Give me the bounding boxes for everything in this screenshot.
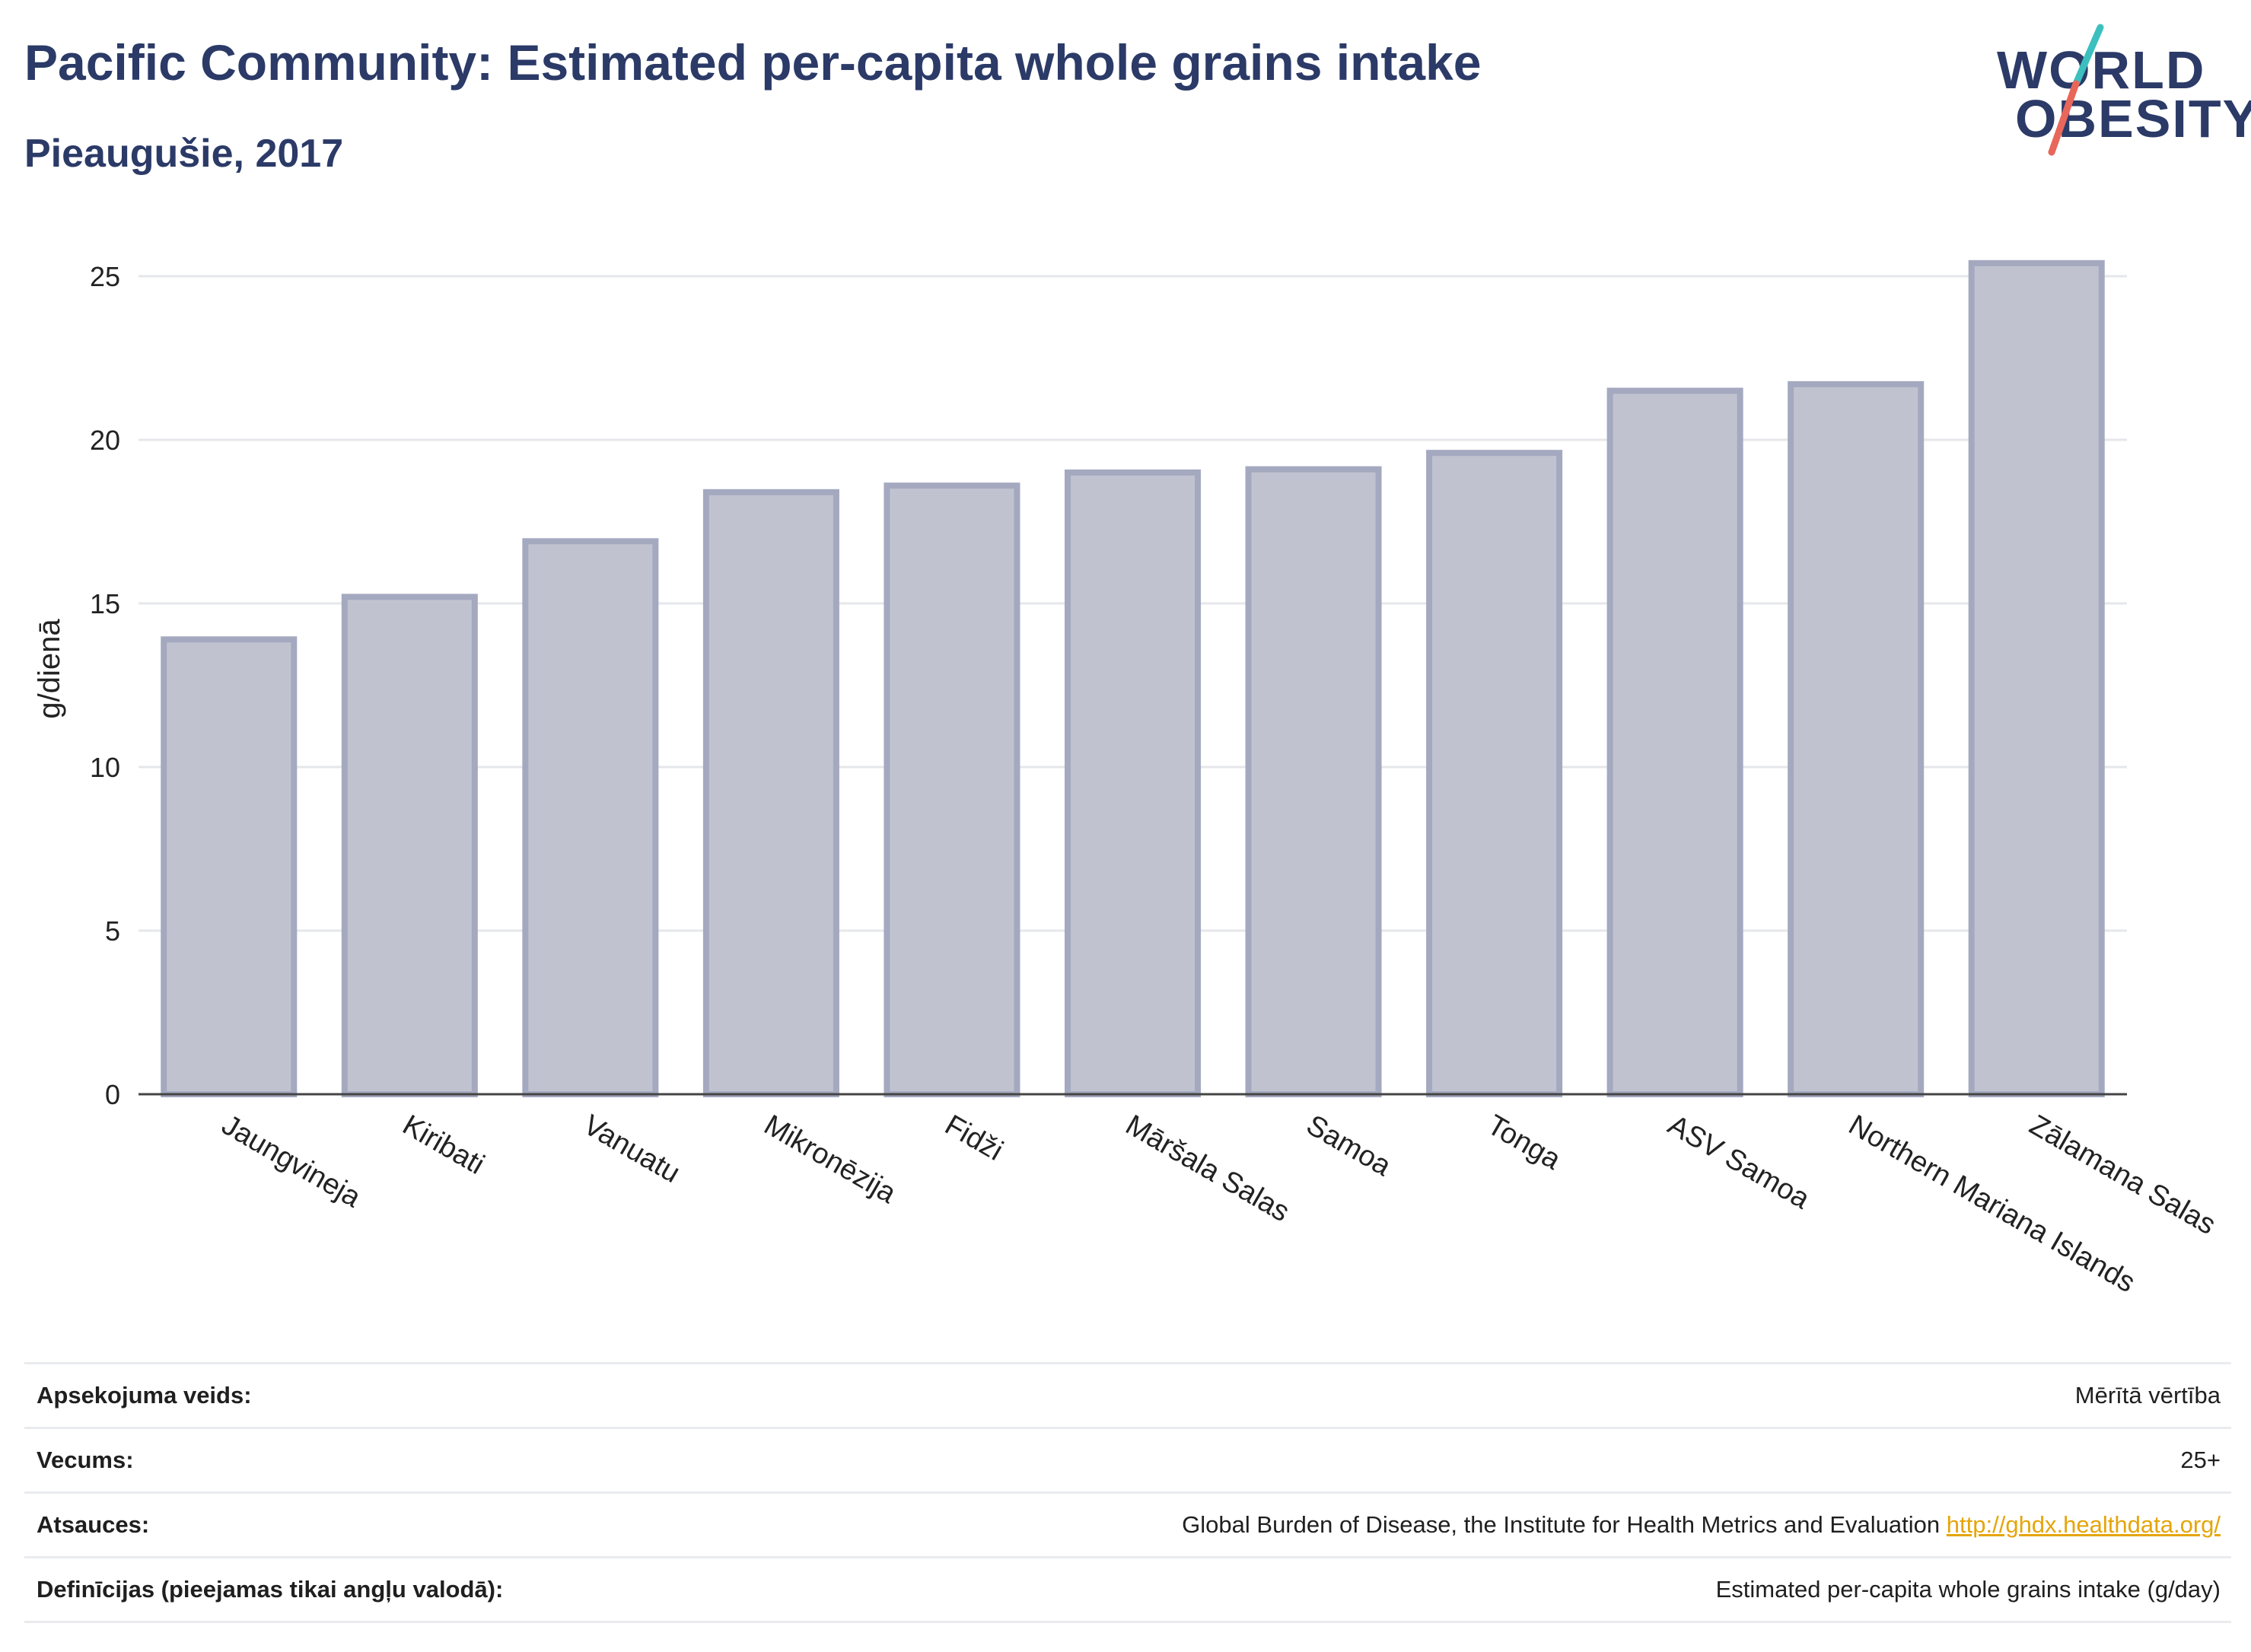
- x-tick-label: Kiribati: [397, 1109, 490, 1180]
- meta-row-definitions: Definīcijas (pieejamas tikai angļu valod…: [24, 1556, 2231, 1623]
- bar: [1968, 259, 2105, 1097]
- bars: [161, 259, 2105, 1097]
- bar: [1606, 387, 1743, 1097]
- metadata-table: Apsekojuma veids: Mērītā vērtība Vecums:…: [24, 1362, 2231, 1623]
- bar: [161, 636, 298, 1097]
- bar: [341, 594, 478, 1097]
- x-tick-label: Jaungvineja: [216, 1109, 366, 1214]
- x-tick-label: Fidži: [939, 1109, 1008, 1167]
- y-tick-label: 20: [90, 425, 120, 456]
- bar: [1788, 380, 1925, 1097]
- x-tick-label: ASV Samoa: [1663, 1109, 1816, 1215]
- x-tick-label: Vanuatu: [578, 1109, 685, 1189]
- y-axis-ticks: 0 5 10 15 20 25: [90, 261, 120, 1110]
- bar: [702, 489, 839, 1097]
- meta-value: 25+: [2180, 1447, 2221, 1473]
- x-tick-label: Mikronēzija: [759, 1109, 902, 1210]
- meta-row-survey-type: Apsekojuma veids: Mērītā vērtība: [24, 1362, 2231, 1427]
- meta-row-references: Atsauces: Global Burden of Disease, the …: [24, 1491, 2231, 1556]
- bar: [1426, 450, 1563, 1097]
- y-tick-label: 10: [90, 752, 120, 783]
- meta-value: Mērītā vērtība: [2074, 1382, 2221, 1408]
- x-tick-label: Māršala Salas: [1120, 1109, 1295, 1228]
- x-tick-label: Tonga: [1482, 1109, 1566, 1176]
- x-axis-ticks: Jaungvineja Kiribati Vanuatu Mikronēzija Fid…: [216, 1109, 2221, 1299]
- bar: [884, 482, 1020, 1097]
- meta-label: Apsekojuma veids:: [37, 1382, 252, 1408]
- y-axis-label: g/dienā: [33, 619, 66, 719]
- meta-row-age: Vecums: 25+: [24, 1427, 2231, 1491]
- logo-word-world: WORLD: [1997, 40, 2206, 100]
- meta-value-references: Global Burden of Disease, the Institute …: [1182, 1511, 2231, 1539]
- reference-text: Global Burden of Disease, the Institute …: [1182, 1511, 1941, 1538]
- y-tick-label: 15: [90, 588, 120, 619]
- x-tick-label: Northern Mariana Islands: [1843, 1109, 2140, 1299]
- y-tick-label: 25: [90, 261, 120, 292]
- meta-label: Definīcijas (pieejamas tikai angļu valod…: [37, 1576, 504, 1603]
- chart-subtitle: Pieaugušie, 2017: [24, 132, 344, 176]
- y-tick-label: 0: [105, 1079, 120, 1110]
- reference-link[interactable]: http://ghdx.healthdata.org/: [1946, 1511, 2221, 1538]
- bar-chart: 0 5 10 15 20 25 Jaungvineja Kiribati Vanuatu Mik…: [33, 259, 2221, 1299]
- world-obesity-logo: WORLD OBESITY: [1986, 23, 2251, 160]
- bar: [1245, 466, 1382, 1097]
- logo-slash-icon: [2048, 24, 2104, 156]
- meta-label: Atsauces:: [37, 1511, 150, 1538]
- chart-title: Pacific Community: Estimated per-capita …: [24, 34, 1482, 91]
- x-tick-label: Samoa: [1301, 1109, 1397, 1183]
- bar: [522, 538, 659, 1097]
- meta-value: Estimated per-capita whole grains intake…: [1715, 1576, 2221, 1603]
- y-tick-label: 5: [105, 915, 120, 947]
- meta-label: Vecums:: [37, 1447, 134, 1473]
- bar: [1064, 469, 1202, 1097]
